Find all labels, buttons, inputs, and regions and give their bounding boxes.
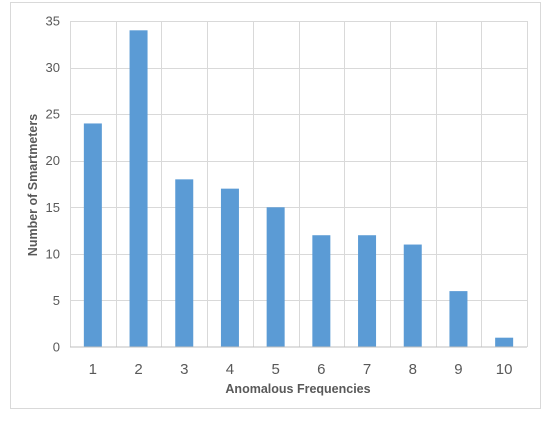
y-tick-label: 10 <box>46 246 60 261</box>
y-tick-label: 0 <box>53 340 60 355</box>
y-axis-title: Number of Smartmeters <box>26 114 40 256</box>
x-tick-labels: 1 2 3 4 5 6 7 8 9 10 <box>89 361 513 378</box>
x-axis-title: Anomalous Frequencies <box>225 382 370 396</box>
x-tick-label: 7 <box>363 361 371 378</box>
x-tick-label: 9 <box>454 361 462 378</box>
bar-7 <box>358 235 377 347</box>
x-tick-label: 5 <box>271 361 279 378</box>
y-tick-label: 5 <box>53 293 60 308</box>
bars <box>83 30 514 348</box>
y-tick-label: 35 <box>46 14 60 29</box>
bar-9 <box>449 291 468 347</box>
bar-5 <box>266 207 285 347</box>
bar-10 <box>495 337 514 347</box>
y-tick-label: 25 <box>46 107 60 122</box>
y-tick-label: 30 <box>46 60 60 75</box>
x-tick-label: 8 <box>409 361 417 378</box>
x-tick-label: 2 <box>134 361 142 378</box>
bar-3 <box>175 179 194 347</box>
y-tick-label: 15 <box>46 200 60 215</box>
bar-2 <box>129 30 148 348</box>
bar-4 <box>220 188 239 347</box>
x-tick-label: 3 <box>180 361 188 378</box>
x-tick-label: 1 <box>89 361 97 378</box>
bar-8 <box>403 244 422 347</box>
x-tick-label: 10 <box>496 361 513 378</box>
x-tick-label: 6 <box>317 361 325 378</box>
x-tick-label: 4 <box>226 361 234 378</box>
bar-1 <box>83 123 102 347</box>
y-tick-label: 20 <box>46 153 60 168</box>
y-tick-labels: 0 5 10 15 20 25 30 35 <box>46 14 60 355</box>
bar-6 <box>312 235 331 347</box>
